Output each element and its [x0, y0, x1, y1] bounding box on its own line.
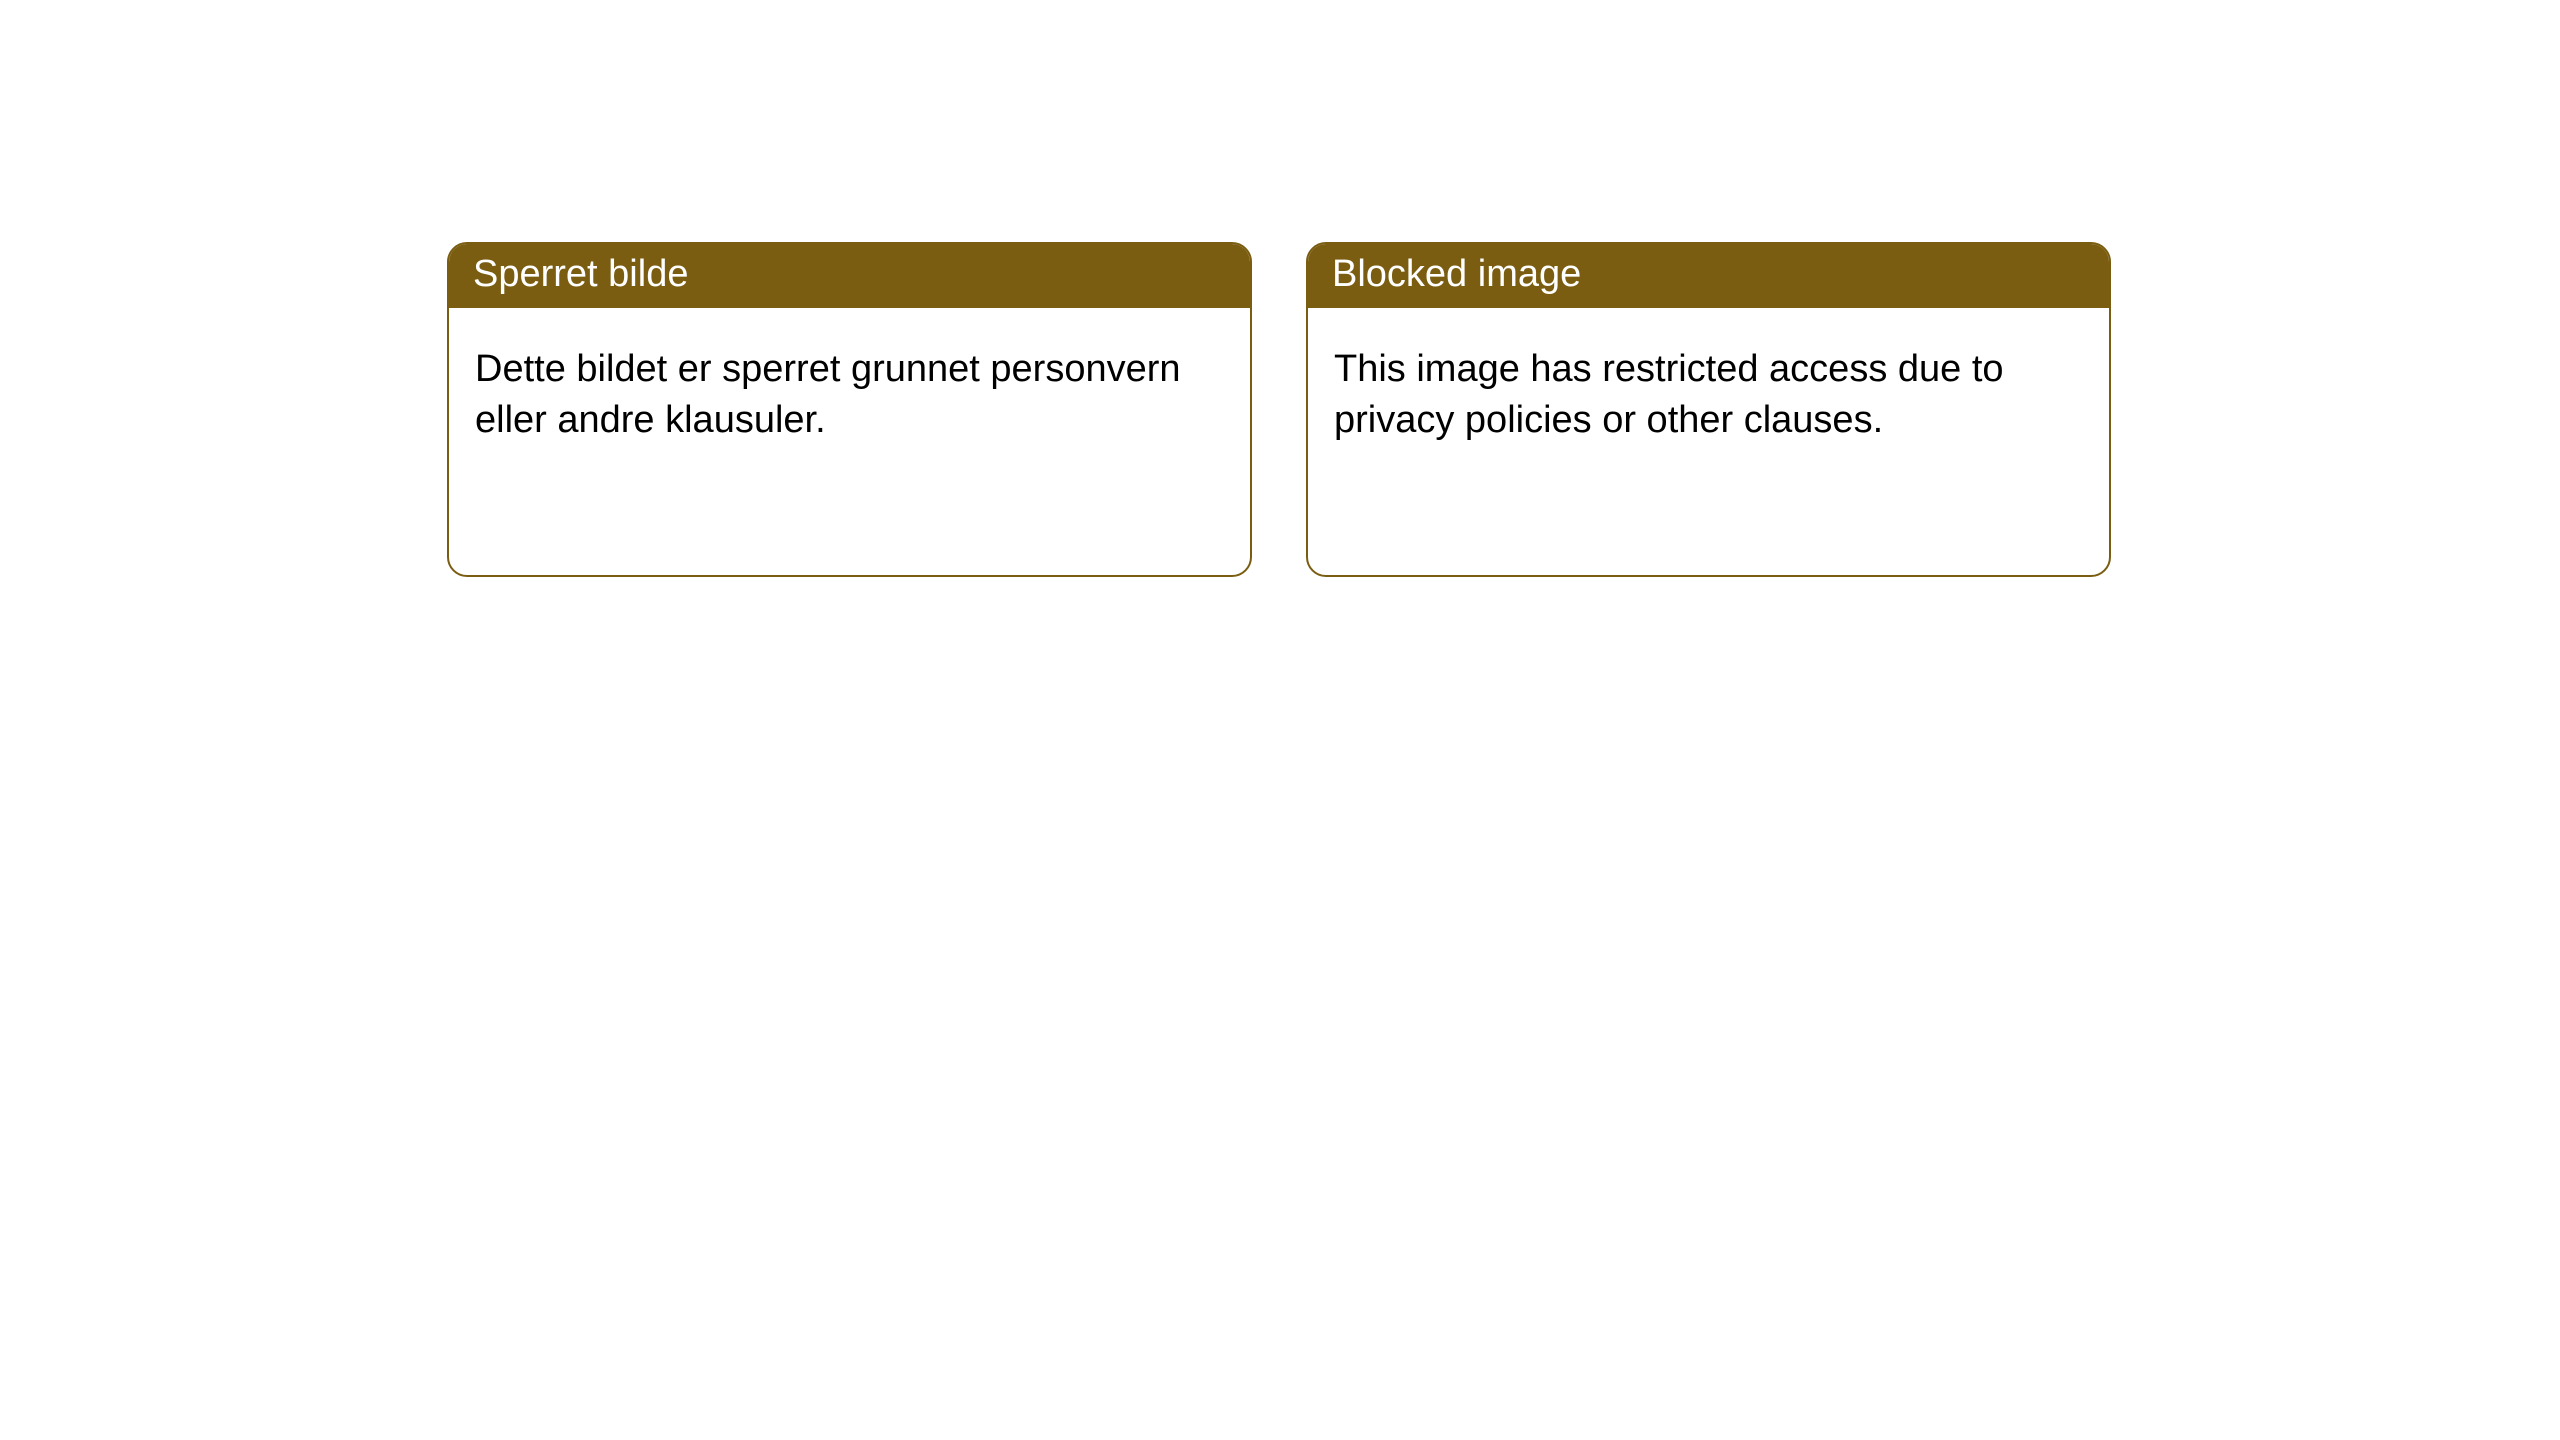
- card-title: Blocked image: [1308, 244, 2109, 308]
- card-title: Sperret bilde: [449, 244, 1250, 308]
- card-body: This image has restricted access due to …: [1308, 308, 2109, 483]
- notice-card-norwegian: Sperret bilde Dette bildet er sperret gr…: [447, 242, 1252, 577]
- notice-container: Sperret bilde Dette bildet er sperret gr…: [0, 0, 2560, 577]
- card-body: Dette bildet er sperret grunnet personve…: [449, 308, 1250, 483]
- notice-card-english: Blocked image This image has restricted …: [1306, 242, 2111, 577]
